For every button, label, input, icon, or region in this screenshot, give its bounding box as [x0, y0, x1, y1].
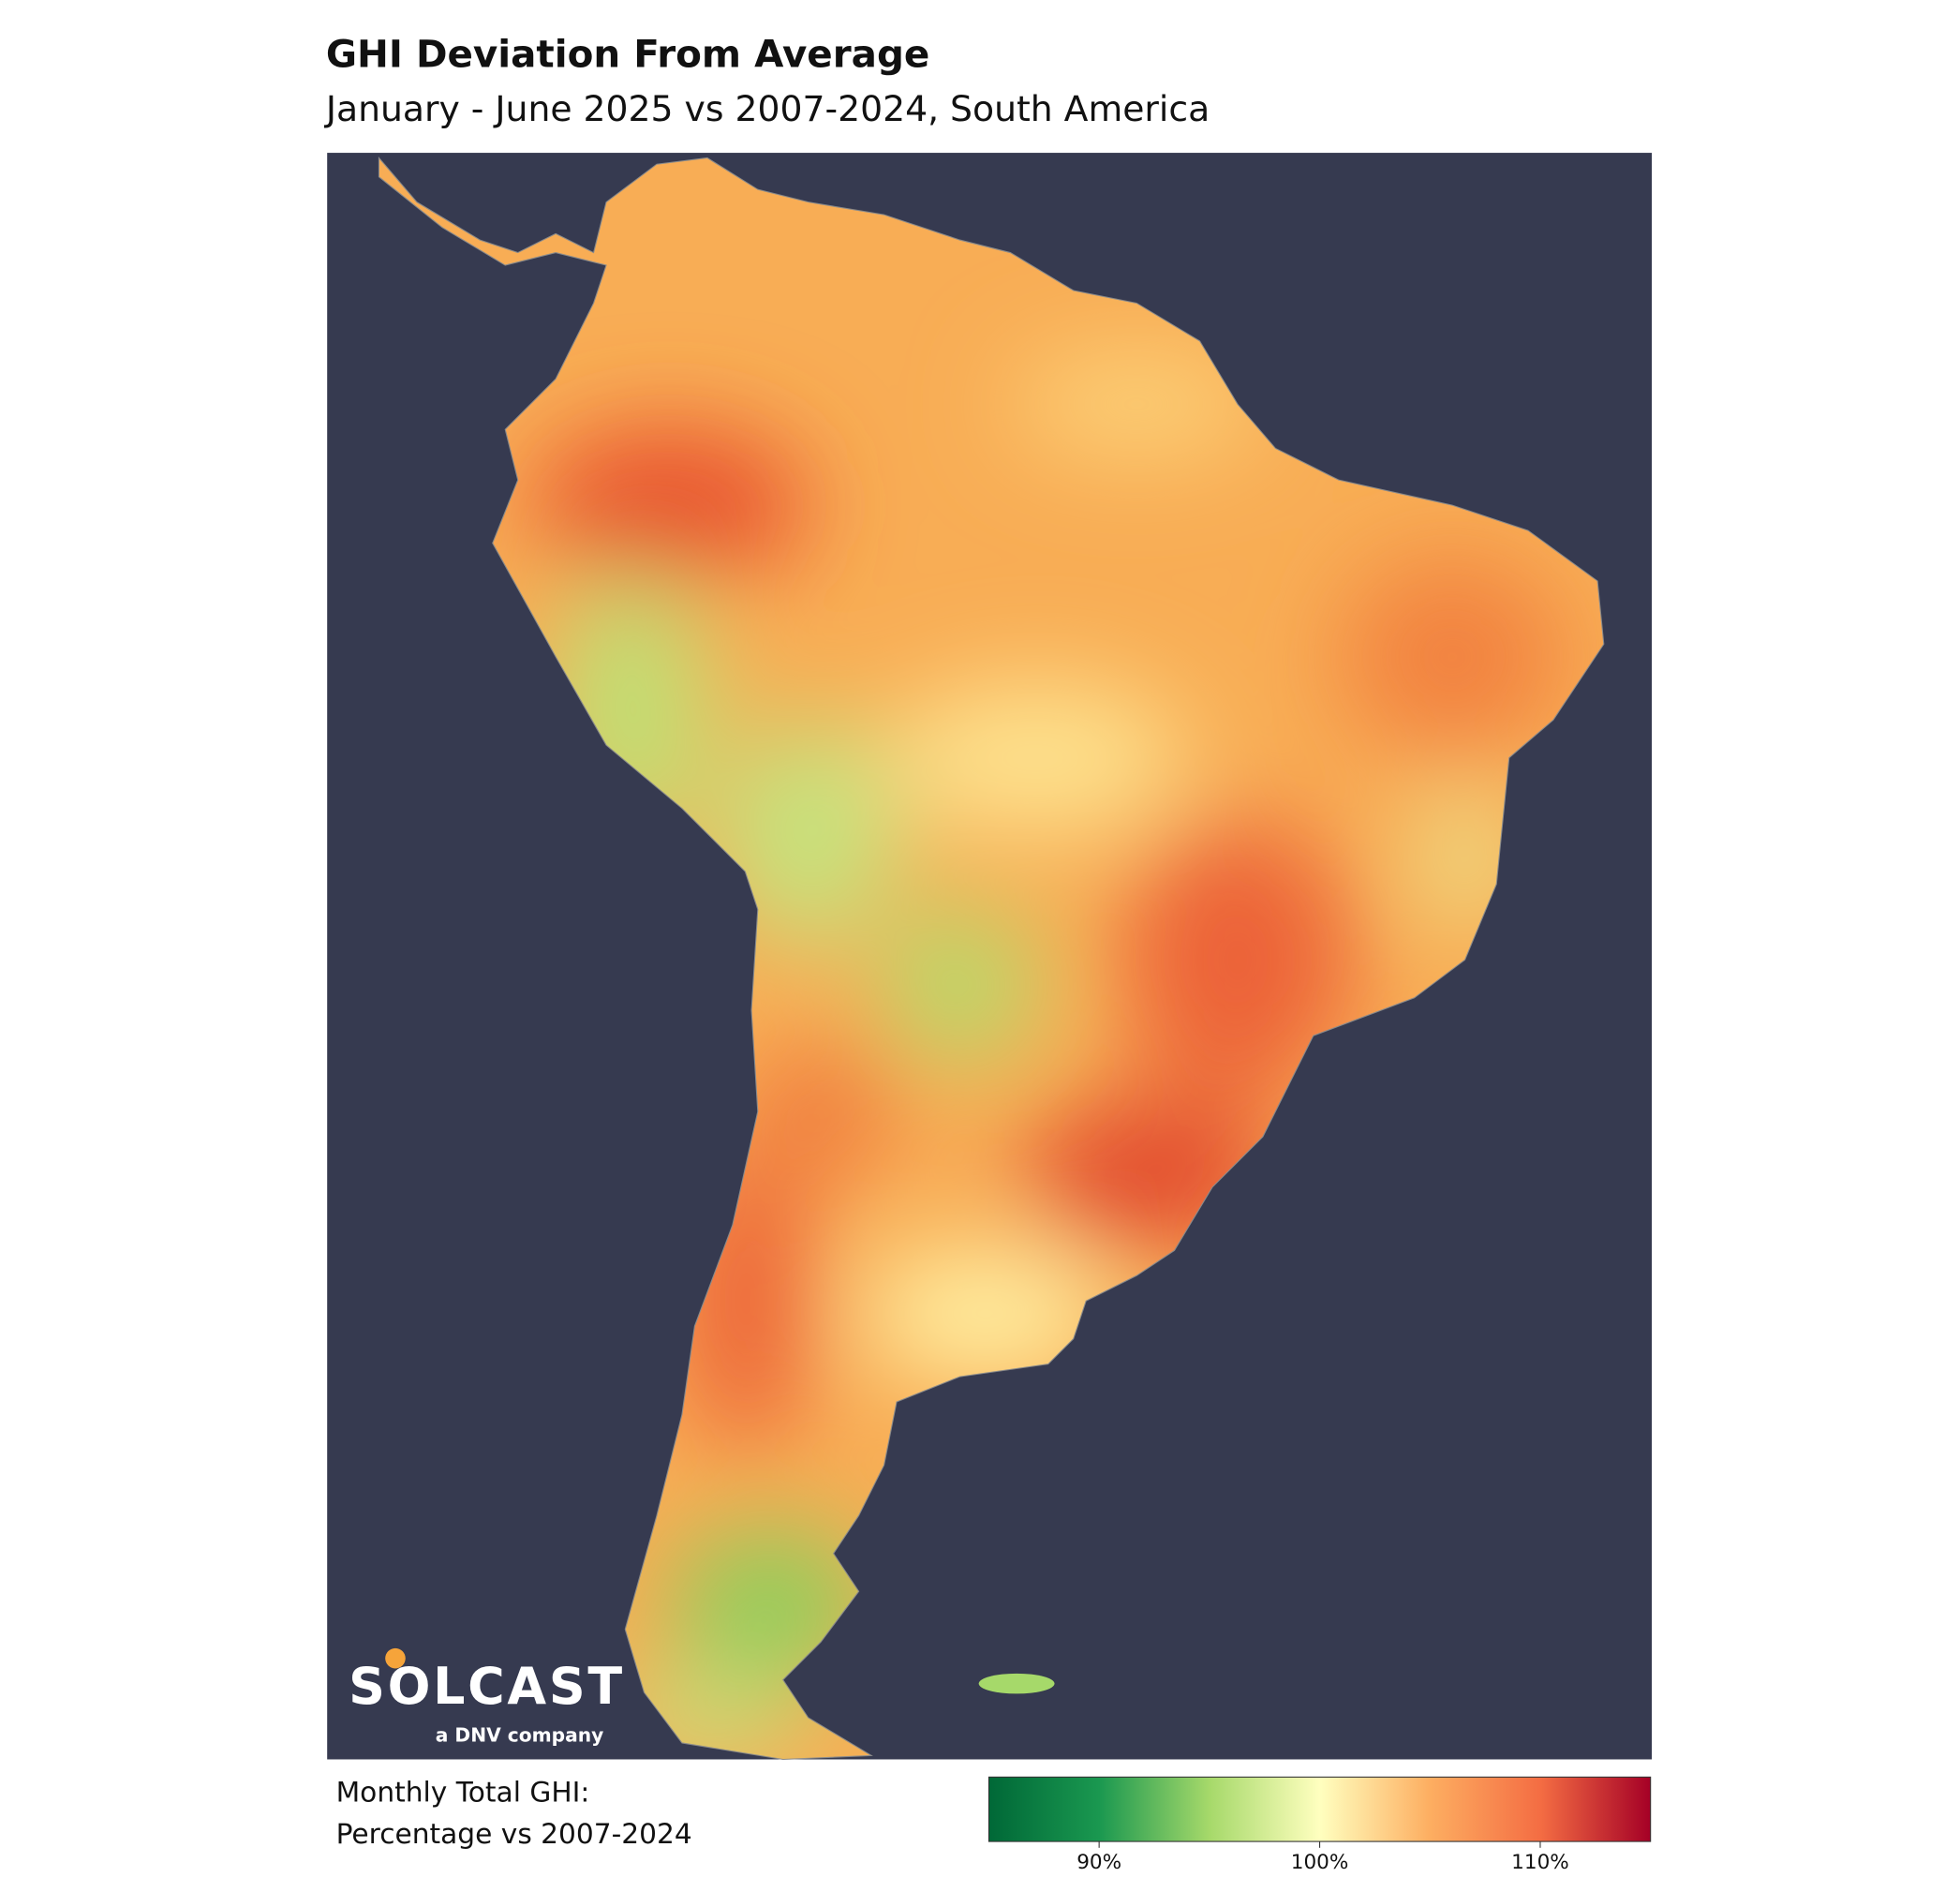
colorbar — [987, 1776, 1652, 1842]
logo-sun — [385, 1647, 406, 1669]
subtitle: January - June 2025 vs 2007-2024, South … — [324, 88, 1210, 129]
falklands — [978, 1673, 1055, 1694]
legend-title: Monthly Total GHI: — [336, 1775, 590, 1808]
logo-name: SOLCAST — [349, 1657, 625, 1716]
colorbar-tick-label: 110% — [1511, 1851, 1569, 1874]
logo: SOLCAST a DNV company — [349, 1647, 625, 1747]
logo-tagline: a DNV company — [436, 1724, 604, 1747]
legend-title: Percentage vs 2007-2024 — [336, 1817, 692, 1850]
colorbar-tick-label: 90% — [1077, 1851, 1121, 1874]
colorbar-tick-label: 100% — [1291, 1851, 1349, 1874]
title: GHI Deviation From Average — [326, 32, 929, 77]
